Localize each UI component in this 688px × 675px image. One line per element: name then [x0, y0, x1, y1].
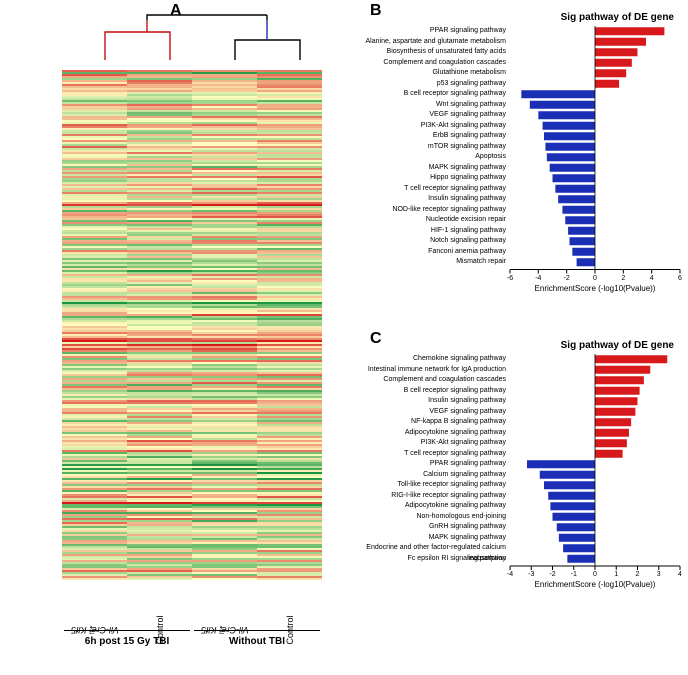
bar [595, 27, 664, 35]
group-label: Without TBI [194, 636, 320, 647]
axis-tick: -2 [549, 571, 555, 578]
bar [595, 387, 640, 395]
bar [595, 397, 638, 405]
bar [595, 59, 632, 67]
axis-tick: -2 [564, 275, 570, 282]
bar [557, 523, 595, 531]
bar [570, 237, 596, 245]
axis-tick: 2 [621, 275, 625, 282]
heatmap-x-labels: Vil-Cre; Klf5fl/+ControlVil-Cre; Klf5fl/… [62, 585, 322, 635]
bar [550, 502, 595, 510]
chart-b: Sig pathway of DE genePPAR signaling pat… [350, 12, 684, 312]
bar-svg [350, 12, 684, 298]
bar [530, 101, 595, 109]
bar-svg [350, 340, 684, 594]
axis-label: EnrichmentScore (-log10(Pvalue)) [510, 284, 680, 293]
axis-tick: 0 [593, 571, 597, 578]
group-label: 6h post 15 Gy TBI [64, 636, 190, 647]
bar [544, 481, 595, 489]
bar [563, 544, 595, 552]
bar [595, 408, 635, 416]
dendrogram [72, 10, 312, 60]
axis-tick: -6 [507, 275, 513, 282]
bar [595, 418, 631, 426]
bar [595, 366, 650, 374]
axis-tick: 0 [593, 275, 597, 282]
bar [538, 111, 595, 119]
bar [543, 122, 595, 130]
bar [565, 216, 595, 224]
bar [595, 439, 627, 447]
bar [553, 513, 596, 521]
bar [550, 164, 595, 172]
bar [577, 258, 595, 266]
bar [568, 227, 595, 235]
axis-tick: 4 [678, 571, 682, 578]
bar [572, 248, 595, 256]
bar [544, 132, 595, 140]
heatmap [62, 70, 322, 580]
bar [595, 376, 644, 384]
bar [547, 153, 595, 161]
bar [558, 195, 595, 203]
bar [595, 69, 626, 77]
bar [567, 555, 595, 563]
bar [553, 174, 596, 182]
axis-tick: -4 [507, 571, 513, 578]
bar [527, 460, 595, 468]
heatmap-panel: Vil-Cre; Klf5fl/+ControlVil-Cre; Klf5fl/… [12, 10, 332, 650]
axis-tick: 4 [650, 275, 654, 282]
bar [555, 185, 595, 193]
bar [595, 355, 667, 363]
axis-tick: 3 [657, 571, 661, 578]
bar [595, 80, 619, 88]
bar [562, 206, 595, 214]
bar [559, 534, 595, 542]
bar [595, 38, 646, 46]
bar [595, 450, 623, 458]
chart-c: Sig pathway of DE geneChemokine signalin… [350, 340, 684, 640]
bar [595, 429, 629, 437]
bar [545, 143, 595, 151]
axis-tick: 6 [678, 275, 682, 282]
axis-tick: 2 [636, 571, 640, 578]
bar [595, 48, 638, 56]
axis-tick: -3 [528, 571, 534, 578]
bar [540, 471, 595, 479]
axis-tick: -4 [535, 275, 541, 282]
bar [548, 492, 595, 500]
axis-label: EnrichmentScore (-log10(Pvalue)) [510, 580, 680, 589]
bar [521, 90, 595, 98]
axis-tick: -1 [571, 571, 577, 578]
axis-tick: 1 [614, 571, 618, 578]
